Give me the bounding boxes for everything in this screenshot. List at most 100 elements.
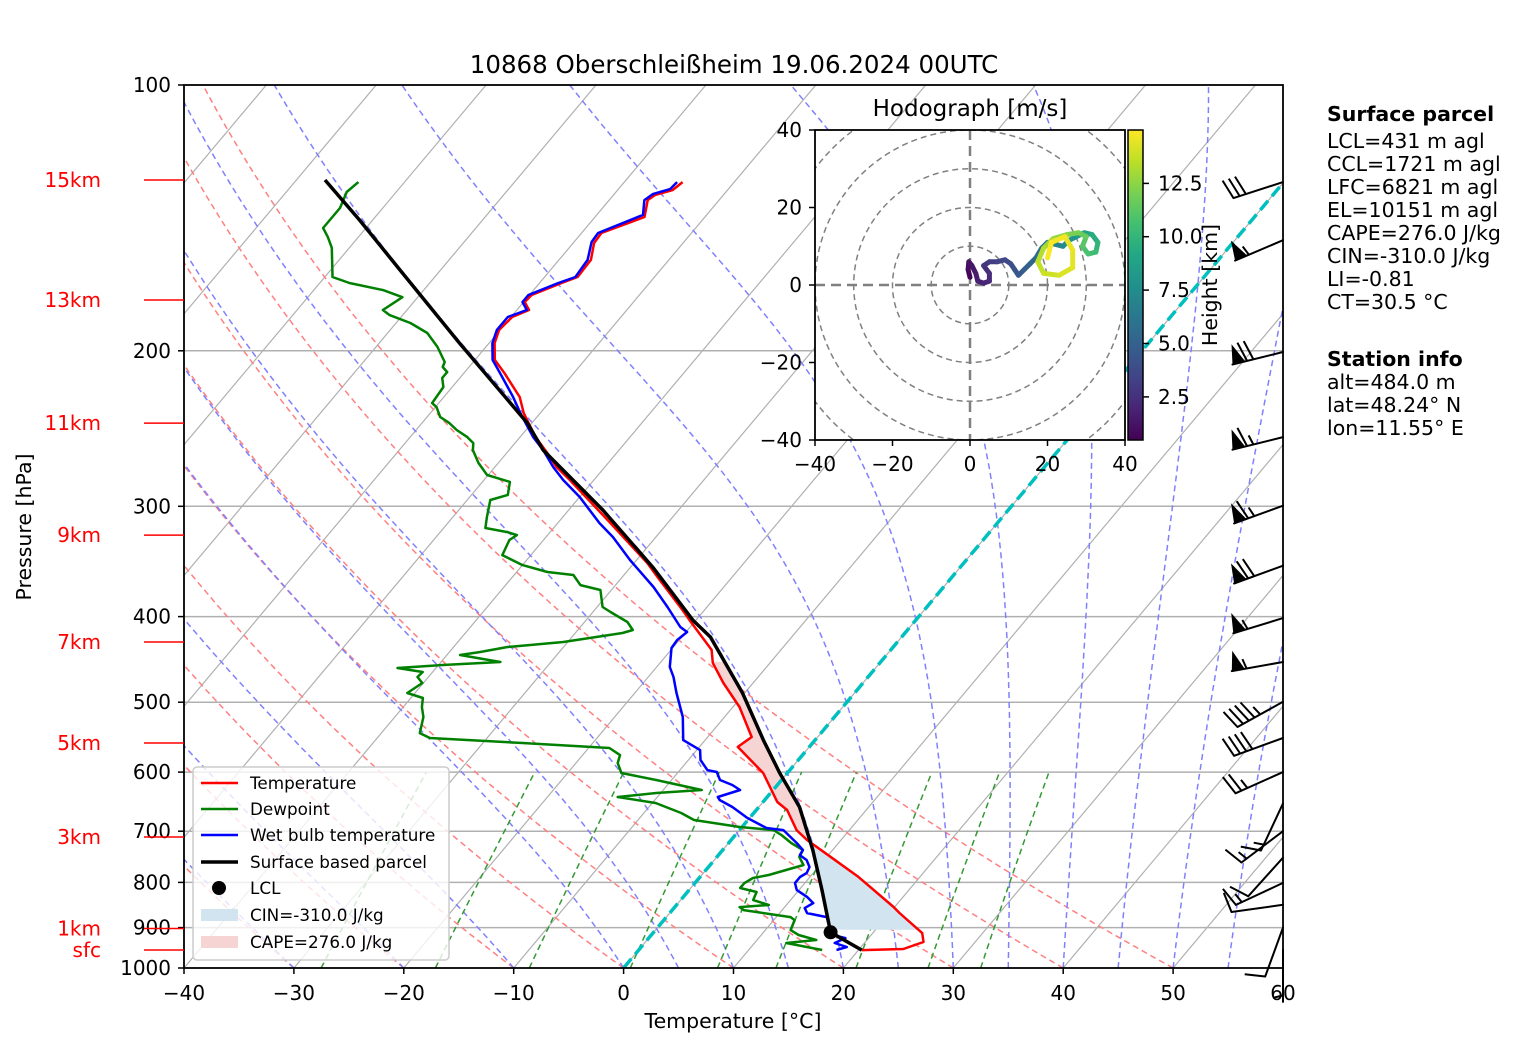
hodograph-grid <box>815 130 1125 440</box>
barb-full-feather <box>1239 701 1256 719</box>
barb-full-feather <box>1234 704 1250 722</box>
hodograph: Hodograph [m/s] −40 −20 0 20 40 −40 −20 0 20 40 <box>760 96 1138 476</box>
wind-barb <box>1272 948 1284 1003</box>
info-panel: Surface parcel LCL=431 m agl CCL=1721 m … <box>1327 102 1501 440</box>
barb-full-feather <box>1235 560 1250 579</box>
wind-barb <box>1231 427 1284 451</box>
mixing-ratio-line <box>927 771 1001 968</box>
barb-staff <box>1247 856 1284 898</box>
cape-cin-fills <box>712 661 919 930</box>
barb-full-feather <box>1244 973 1266 978</box>
hodograph-y-tick-label: 40 <box>777 118 802 142</box>
wind-barbs <box>1221 176 1284 1003</box>
hodograph-x-tick-label: 20 <box>1035 452 1060 476</box>
legend: Temperature Dewpoint Wet bulb temperatur… <box>192 766 450 961</box>
surface-parcel-section: Surface parcel LCL=431 m agl CCL=1721 m … <box>1327 102 1501 314</box>
hodograph-segment <box>1045 239 1054 261</box>
legend-item-cin: CIN=-310.0 J/kg <box>201 905 384 925</box>
legend-frame <box>192 766 450 961</box>
barb-staff <box>1240 830 1284 864</box>
el-height-value: EL=10151 m agl <box>1327 198 1498 222</box>
hodograph-y-tick-label: −40 <box>760 428 802 452</box>
colorbar-ticks: 2.5 5.0 7.5 10.0 12.5 <box>1143 171 1203 409</box>
mixing-ratio-line <box>434 771 536 968</box>
barb-half-feather <box>1247 506 1256 517</box>
barb-full-feather <box>1222 892 1233 913</box>
moist-adiabat-line <box>1172 303 1283 968</box>
wind-barb <box>1231 613 1284 635</box>
hodograph-plot-area <box>815 130 1125 440</box>
barb-full-feather <box>1234 176 1247 195</box>
x-tick-label: 30 <box>941 981 966 1005</box>
lifted-index-value: LI=-0.81 <box>1327 267 1415 291</box>
x-axis-label: Temperature [°C] <box>644 1009 822 1033</box>
barb-staff <box>1232 617 1284 635</box>
wetbulb-line <box>491 181 849 952</box>
colorbar-tick-label: 5.0 <box>1158 332 1190 356</box>
hodograph-y-tick-label: 0 <box>789 273 802 297</box>
barb-full-feather <box>1235 500 1250 519</box>
legend-label-cin: CIN=-310.0 J/kg <box>250 905 384 925</box>
height-marker-label: 1km <box>57 917 101 941</box>
cin-fill <box>809 842 919 930</box>
wind-barb <box>1221 731 1284 757</box>
barb-staff <box>1234 771 1284 795</box>
height-marker-label: 11km <box>44 411 101 435</box>
hodograph-x-tick-label: −20 <box>871 452 913 476</box>
barb-full-feather <box>1229 885 1249 898</box>
moist-adiabat-line <box>184 366 680 968</box>
hodograph-trace <box>965 230 1101 286</box>
height-marker-label: 3km <box>57 825 101 849</box>
y-axis-label: Pressure [hPa] <box>12 453 36 600</box>
hodograph-segment <box>1041 270 1062 278</box>
sounding-profiles <box>321 178 925 952</box>
legend-label-lcl: LCL <box>250 878 281 898</box>
station-info-heading: Station info <box>1327 347 1463 371</box>
barb-full-feather <box>1240 731 1254 750</box>
height-marker-label: 13km <box>44 288 101 312</box>
wind-barb <box>1229 856 1284 898</box>
barb-staff <box>1234 881 1284 906</box>
barb-full-feather <box>1236 427 1248 447</box>
mixing-ratio-line <box>716 771 803 968</box>
y-tick-label: 900 <box>133 916 171 940</box>
isotherm-line <box>952 574 1283 968</box>
barb-half-feather <box>1240 779 1249 789</box>
legend-swatch-lcl-marker <box>212 881 226 895</box>
barb-pennant <box>1231 613 1246 634</box>
y-tick-label: 800 <box>133 870 171 894</box>
barb-half-feather <box>1241 245 1250 256</box>
zero-degree-isotherm <box>622 180 1283 968</box>
mixing-ratio-line <box>629 771 720 968</box>
barb-full-feather <box>1236 342 1248 362</box>
y-tick-label: 200 <box>133 339 171 363</box>
wind-barb <box>1221 176 1284 200</box>
hodograph-ticks: −40 −20 0 20 40 −40 −20 0 20 40 <box>760 118 1138 476</box>
wind-barb <box>1244 926 1284 978</box>
moist-adiabat-line <box>1227 637 1283 968</box>
station-latitude: lat=48.24° N <box>1327 393 1461 417</box>
barb-staff <box>1233 737 1284 757</box>
legend-item-wet-bulb: Wet bulb temperature <box>201 825 435 845</box>
wind-barb <box>1230 650 1284 673</box>
height-marker-label: 7km <box>57 630 101 654</box>
wind-barb <box>1222 881 1284 906</box>
y-tick-label: 100 <box>133 73 171 97</box>
cin-value: CIN=-310.0 J/kg <box>1327 244 1490 268</box>
x-tick-label: −10 <box>493 981 535 1005</box>
y-tick-label: 500 <box>133 690 171 714</box>
colorbar-tick-label: 7.5 <box>1158 278 1190 302</box>
hodograph-segment <box>1062 234 1076 253</box>
hodograph-y-tick-label: −20 <box>760 351 802 375</box>
x-tick-label: 50 <box>1160 981 1185 1005</box>
barb-full-feather <box>1233 733 1248 752</box>
y-tick-label: 1000 <box>120 956 171 980</box>
barb-full-feather <box>1222 888 1237 906</box>
barb-full-feather <box>1221 738 1235 757</box>
barb-full-feather <box>1242 340 1255 360</box>
dry-adiabat-line <box>184 155 1064 968</box>
isotherm-line <box>1062 705 1283 968</box>
barb-full-feather <box>1227 735 1242 755</box>
y-tick-label: 300 <box>133 494 171 518</box>
legend-label-wet-bulb: Wet bulb temperature <box>250 825 435 845</box>
